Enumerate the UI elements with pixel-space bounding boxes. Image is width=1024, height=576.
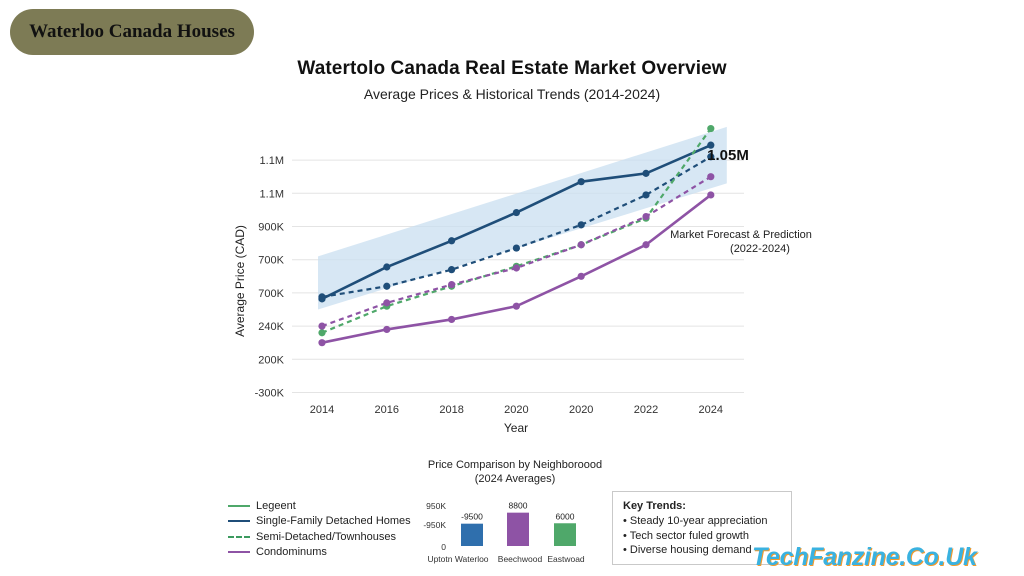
data-point [577,178,585,186]
bar-chart-title-text: Price Comparison by Neighboroood [427,459,603,471]
data-point [318,322,326,330]
forecast-band [318,126,727,310]
legend-swatch [228,551,250,554]
site-badge: Waterloo Canada Houses [10,9,254,55]
bar-y-tick-label: 0 [441,542,446,552]
bar-value-label: -9500 [461,512,483,522]
x-tick-label: 2016 [375,404,399,416]
bar-chart-subtitle: (2024 Averages) [474,473,556,485]
y-tick-label: 1.1M [260,188,284,200]
legend-label: Condominums [256,546,327,559]
data-point [512,208,521,217]
data-point [383,263,391,271]
bar-value-label: 8800 [509,501,528,511]
data-point [577,221,585,229]
brand-watermark: TechFanzine.Co.Uk [752,543,977,571]
forecast-annotation: Market Forecast & Prediction [670,229,812,241]
forecast-range-annotation: (2022-2024) [730,243,790,255]
data-point [707,141,715,149]
y-tick-labels: 1.1M 1.1M 900K 700K 700K 240K 200K -300K [255,155,285,399]
y-tick-label: 240K [258,321,284,333]
x-tick-label: 2018 [439,404,463,416]
bar-category-label: Eastwoad [547,554,585,564]
data-point [707,124,715,133]
data-point [707,173,715,181]
data-point [707,153,715,161]
key-trend-item: • Diverse housing demand [623,544,752,556]
legend-item: Semi-Detached/Townhouses [228,529,411,545]
data-point [642,212,650,221]
x-tick-label: 2014 [310,404,334,416]
legend-label: Single-Family Detached Homes [256,515,411,528]
y-tick-label: 1.1M [260,155,284,167]
data-point [318,329,326,337]
x-axis-label: Year [504,421,528,435]
series-points [318,124,715,347]
x-tick-label: 2020 [569,404,593,416]
legend-swatch [228,520,250,523]
data-point [577,272,585,280]
data-point [642,169,650,177]
forecast-band-area [318,126,727,310]
data-point [642,191,650,199]
data-point [577,241,585,249]
data-point [448,281,456,289]
chart-title: Watertolo Canada Real Estate Market Over… [297,58,727,79]
y-tick-label: -300K [255,388,285,400]
y-tick-label: 700K [258,288,284,300]
data-point [642,241,650,249]
legend-item: Condominums [228,545,411,561]
legend-swatch [228,504,250,507]
x-tick-labels: 2014 2016 2018 2020 2020 2022 2024 [310,404,723,416]
chart-subtitle: Average Prices & Historical Trends (2014… [363,86,661,102]
legend-label: Semi-Detached/Townhouses [256,530,397,543]
neighborhood-bar-chart: 950K -950K 0 -9500 8800 6000 Uptotn Waterloo Be… [423,501,585,564]
key-trend-item: • Tech sector fuled growth [623,529,749,542]
data-point [318,339,326,347]
key-trends-heading: Key Trends: [623,500,686,512]
data-point [512,302,521,310]
data-point [512,264,521,272]
data-point [448,237,456,245]
y-tick-label: 200K [258,354,284,366]
bar [461,523,483,546]
data-point [383,282,391,290]
bar-category-label: Beechwood [498,554,543,564]
legend-item: Single-Family Detached Homes [228,514,411,530]
legend-swatch [228,535,250,538]
key-trends-box: Key Trends: • Steady 10-year appreciatio… [612,491,792,565]
data-point [512,244,521,252]
peak-annotation: 1.05M [707,147,749,164]
data-point [448,315,456,324]
y-tick-label: 700K [258,255,284,267]
key-trend-item: • Steady 10-year appreciation [623,515,768,527]
bar-y-tick-label: 950K [426,501,446,511]
data-point [318,293,326,301]
bar [507,512,529,546]
bar [554,523,576,546]
data-point [448,266,456,274]
legend-label: Legeent [256,499,296,512]
legend: Legeent Single-Family Detached Homes Semi-… [228,498,411,560]
x-tick-label: 2024 [699,404,723,416]
bar-value-label: 6000 [556,511,575,521]
bar-category-label: Uptotn Waterloo [427,554,488,564]
y-axis-label: Average Price (CAD) [233,225,247,337]
x-tick-label: 2022 [634,404,658,416]
bar-y-tick-label: -950K [423,520,446,530]
bar-chart-title: Price Comparison by Neighboroood (2024 A… [400,458,630,486]
data-point [383,299,391,307]
y-tick-label: 900K [258,222,284,234]
data-point [383,325,391,334]
x-tick-label: 2020 [504,404,528,416]
legend-item: Legeent [228,498,411,514]
data-point [707,191,715,199]
